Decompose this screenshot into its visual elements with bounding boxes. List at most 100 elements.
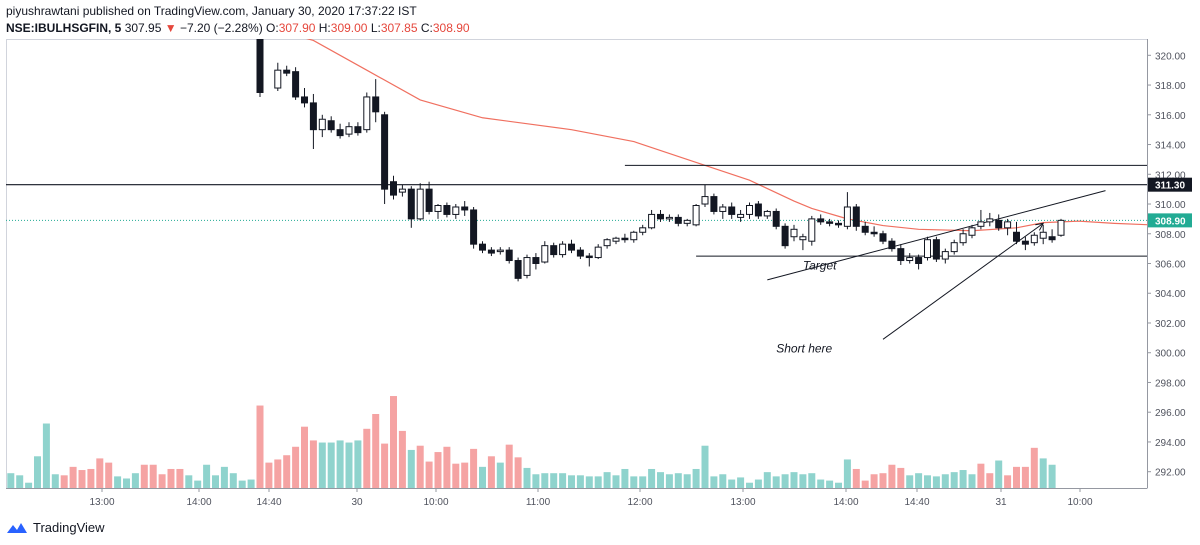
- candle: [719, 204, 727, 219]
- volume-bar: [42, 423, 50, 488]
- candle-body-up: [639, 227, 647, 233]
- volume-bar: [763, 472, 771, 488]
- candle: [381, 111, 389, 205]
- candle-body-up: [594, 246, 602, 259]
- candle: [461, 201, 469, 216]
- candle: [932, 236, 940, 263]
- candle: [309, 93, 317, 149]
- footer-brand[interactable]: TradingView: [6, 520, 105, 535]
- pane-border: [6, 39, 1148, 489]
- volume-bar: [692, 468, 700, 488]
- candle: [1021, 236, 1029, 251]
- candle: [924, 236, 931, 261]
- candle-body-up: [986, 218, 994, 223]
- low-label: L:: [370, 21, 381, 35]
- candle-body-down: [505, 249, 513, 262]
- volume-bar: [185, 475, 193, 488]
- candle: [630, 230, 638, 243]
- candle-body-down: [301, 96, 308, 104]
- volume-bar: [995, 460, 1003, 488]
- candle: [843, 192, 851, 230]
- candle-body-down: [657, 213, 664, 220]
- volume-bar: [683, 474, 691, 488]
- candle-body-down: [550, 245, 558, 256]
- volume-bar: [283, 455, 291, 488]
- volume-bar: [817, 479, 825, 488]
- candle-body-down: [390, 181, 397, 196]
- candle-body-down: [728, 206, 736, 215]
- volume-bar: [746, 482, 753, 488]
- volume-bar: [888, 464, 896, 488]
- candle: [274, 62, 282, 91]
- candle: [443, 202, 451, 218]
- candle-body-up: [648, 213, 656, 229]
- candle: [1030, 232, 1038, 246]
- open-value: 307.90: [278, 21, 316, 35]
- candle: [710, 193, 718, 215]
- volume-bar: [879, 473, 887, 488]
- volume-bar: [69, 466, 77, 488]
- candle: [256, 39, 264, 97]
- volume-bar: [487, 456, 495, 488]
- candle: [603, 238, 611, 249]
- volume-bar: [7, 473, 15, 488]
- volume-bar: [754, 479, 762, 488]
- y-tick-label: 320.00: [1155, 51, 1186, 62]
- close-label: C:: [420, 21, 433, 35]
- volume-bar: [496, 462, 504, 488]
- candle-body-up: [416, 188, 424, 220]
- x-tick-label: 10:00: [423, 497, 448, 508]
- candle-body-up: [843, 206, 851, 227]
- candle-body-down: [932, 239, 940, 260]
- candle-body-down: [817, 218, 825, 223]
- candle: [559, 241, 567, 258]
- candle-body-up: [763, 210, 771, 217]
- volume-bar: [149, 464, 157, 488]
- candle-body-down: [336, 129, 344, 137]
- candle-body-down: [372, 96, 380, 113]
- candle: [345, 122, 353, 138]
- x-tick-label: 10:00: [1067, 497, 1092, 508]
- volume-bar: [568, 475, 575, 488]
- volume-bar: [318, 442, 326, 488]
- candle-body-down: [283, 69, 291, 74]
- candle-body-down: [870, 231, 878, 235]
- candle: [505, 247, 513, 264]
- volume-bar: [701, 445, 709, 488]
- volume-bar: [479, 466, 486, 488]
- volume-bar: [737, 477, 745, 488]
- candle-body-up: [496, 249, 504, 253]
- candle: [514, 257, 522, 282]
- candle-body-down: [835, 222, 842, 226]
- publisher-line: piyushrawtani published on TradingView.c…: [6, 4, 417, 18]
- volume-bar: [416, 445, 424, 488]
- footer-brand-label: TradingView: [33, 520, 105, 535]
- candle-body-up: [799, 236, 807, 241]
- volume-bar: [781, 474, 789, 488]
- symbol-name[interactable]: NSE:IBULHSGFIN, 5: [6, 21, 122, 35]
- candle: [1039, 224, 1047, 245]
- candle-body-down: [772, 210, 780, 227]
- volume-bar: [434, 452, 442, 488]
- candle-body-down: [1013, 231, 1020, 242]
- y-tick-label: 294.00: [1155, 438, 1186, 449]
- volume-bar: [906, 475, 914, 488]
- volume-bar: [336, 440, 344, 488]
- candle: [470, 206, 478, 249]
- candle: [390, 175, 397, 200]
- current-price-badge: [1148, 213, 1192, 228]
- volume-bar: [158, 474, 166, 488]
- candle-body-up: [719, 206, 727, 212]
- candle-body-up: [434, 205, 442, 212]
- volume-bar: [532, 474, 540, 488]
- candle: [283, 65, 291, 77]
- candle-body-up: [1030, 234, 1038, 244]
- x-tick-label: 13:00: [730, 497, 755, 508]
- candle-body-up: [683, 219, 691, 224]
- volume-bar: [1030, 447, 1038, 488]
- candle: [817, 214, 825, 225]
- candle-body-down: [443, 205, 451, 215]
- volume-bar: [452, 463, 460, 488]
- candle: [585, 253, 593, 267]
